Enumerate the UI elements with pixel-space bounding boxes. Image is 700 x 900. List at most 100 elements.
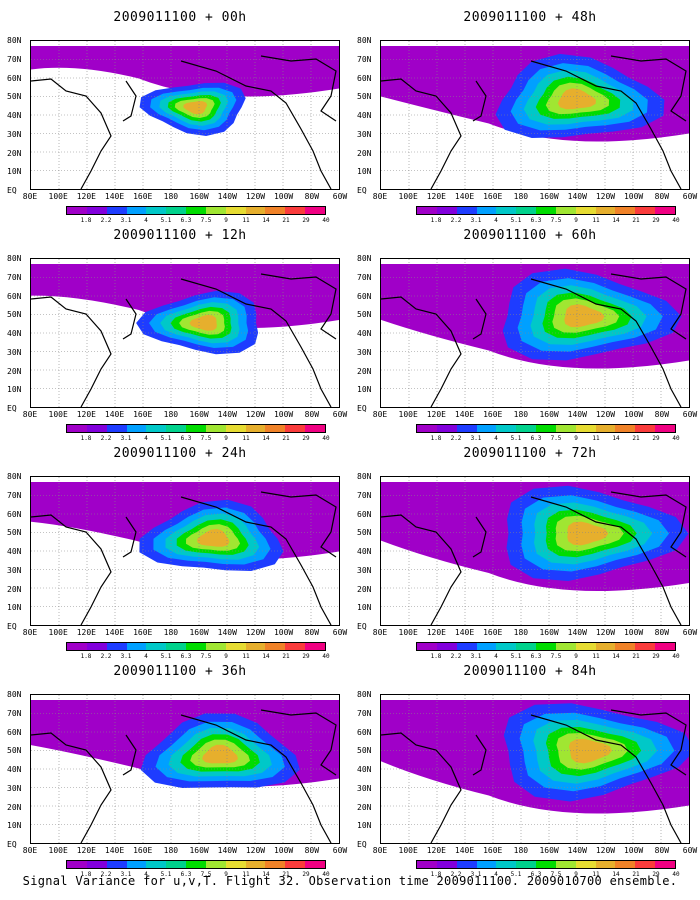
colorbar-swatch [555, 425, 576, 432]
colorbar-tick-label: 3.1 [120, 653, 132, 660]
map-panel: 2009011100 + 00h 80N 70N 60N 50N 40N 30N 20N 10N… [7, 10, 350, 224]
longitude-label: 140E [104, 410, 125, 419]
colorbar-tick-label: 14 [262, 435, 270, 442]
colorbar-swatch [205, 861, 226, 868]
longitude-label: 120E [76, 410, 96, 419]
colorbar-swatch [86, 207, 107, 214]
colorbar-tick-label: 9 [574, 217, 578, 224]
colorbar-swatch [655, 425, 675, 432]
latitude-label: EQ [357, 186, 367, 195]
colorbar-swatch [225, 861, 246, 868]
colorbar-swatch [285, 425, 306, 432]
longitude-label: 120E [76, 628, 96, 637]
longitude-label: 80E [22, 628, 38, 637]
longitude-label: 120W [245, 846, 266, 855]
colorbar [416, 206, 676, 215]
colorbar-tick-label: 4 [144, 435, 148, 442]
colorbar-swatch [417, 425, 437, 432]
colorbar-tick-label: 2.2 [450, 435, 462, 442]
latitude-label: 10N [7, 603, 22, 613]
latitude-label: 30N [357, 783, 372, 793]
longitude-label: 120E [426, 628, 446, 637]
latitude-label: 40N [7, 547, 22, 556]
longitude-label: 140W [567, 846, 587, 855]
longitude-label: 60W [682, 192, 698, 201]
longitude-label: 140E [104, 628, 125, 637]
colorbar-tick-label: 7.5 [200, 217, 212, 224]
longitude-label: 160W [189, 410, 209, 419]
longitude-label: 100W [623, 628, 644, 637]
colorbar-tick-label: 6.3 [530, 217, 542, 224]
colorbar-tick-label: 1.8 [80, 653, 92, 660]
longitude-label: 120E [76, 846, 96, 855]
colorbar-swatch [516, 861, 537, 868]
colorbar-tick-label: 3.1 [120, 435, 132, 442]
colorbar-swatch [106, 643, 127, 650]
colorbar-swatch [86, 643, 107, 650]
colorbar-swatch [205, 207, 226, 214]
colorbar-tick-label: 6.3 [530, 435, 542, 442]
longitude-label: 140E [104, 846, 125, 855]
colorbar-tick-label: 6.3 [180, 653, 192, 660]
longitude-label: 140E [454, 628, 475, 637]
colorbar-tick-label: 5.1 [160, 217, 172, 224]
longitude-label: 80E [372, 628, 388, 637]
colorbar [66, 642, 326, 651]
longitude-label: 80W [654, 628, 670, 637]
longitude-label: 120E [426, 410, 446, 419]
longitude-label: 80W [304, 410, 320, 419]
longitude-label: 120W [595, 410, 616, 419]
colorbar-swatch [417, 207, 437, 214]
colorbar-tick-label: 2.2 [450, 871, 462, 878]
longitude-label: 100W [623, 192, 644, 201]
map-panel: 2009011100 + 36h 80N 70N 60N 50N 40N 30N 20N 10N… [7, 664, 350, 878]
latitude-label: 40N [357, 329, 372, 338]
colorbar-tick-label: 1.8 [430, 435, 442, 442]
colorbar-swatch [166, 425, 187, 432]
longitude-label: 120W [245, 192, 266, 201]
colorbar-swatch [476, 643, 497, 650]
colorbar-tick-label: 14 [612, 653, 620, 660]
colorbar-swatch [635, 207, 656, 214]
longitude-label: 180 [513, 192, 529, 201]
colorbar-swatch [555, 861, 576, 868]
colorbar-swatch [166, 643, 187, 650]
colorbar-tick-label: 3.1 [470, 217, 482, 224]
colorbar-tick-label: 2.2 [100, 435, 112, 442]
colorbar-tick-label: 29 [302, 217, 310, 224]
colorbar-swatch [436, 861, 457, 868]
colorbar-swatch [456, 861, 477, 868]
colorbar-swatch [126, 643, 147, 650]
colorbar-swatch [305, 425, 325, 432]
colorbar-tick-label: 2.2 [450, 653, 462, 660]
colorbar [66, 424, 326, 433]
latitude-label: 50N [7, 92, 22, 102]
variance-map [30, 694, 340, 844]
longitude-label: 100E [48, 628, 68, 637]
colorbar-swatch [456, 207, 477, 214]
colorbar-labels: 1.8 2.2 3.1 4 5.1 6.3 7.5 9 11 14 21 29 40 [416, 435, 680, 443]
colorbar-swatch [265, 207, 286, 214]
longitude-label: 140W [567, 192, 587, 201]
longitude-label: 80W [654, 846, 670, 855]
colorbar-tick-label: 1.8 [80, 435, 92, 442]
colorbar-swatch [186, 425, 206, 432]
longitude-label: 140W [217, 846, 237, 855]
colorbar-tick-label: 7.5 [550, 871, 562, 878]
colorbar-swatch [476, 861, 497, 868]
colorbar-swatch [166, 861, 187, 868]
longitude-label: 160E [483, 192, 503, 201]
colorbar-tick-label: 4 [144, 871, 148, 878]
colorbar-tick-label: 6.3 [530, 871, 542, 878]
colorbar-tick-label: 21 [632, 653, 640, 660]
colorbar-swatch [205, 425, 226, 432]
colorbar-tick-label: 40 [322, 653, 330, 660]
longitude-label: 80E [372, 192, 388, 201]
colorbar-swatch [86, 861, 107, 868]
latitude-label: 20N [357, 148, 372, 158]
latitude-label: 60N [357, 727, 372, 737]
latitude-label: 20N [357, 584, 372, 594]
colorbar-tick-label: 14 [612, 871, 620, 878]
longitude-label: 160E [133, 192, 153, 201]
colorbar-tick-label: 11 [242, 653, 250, 660]
